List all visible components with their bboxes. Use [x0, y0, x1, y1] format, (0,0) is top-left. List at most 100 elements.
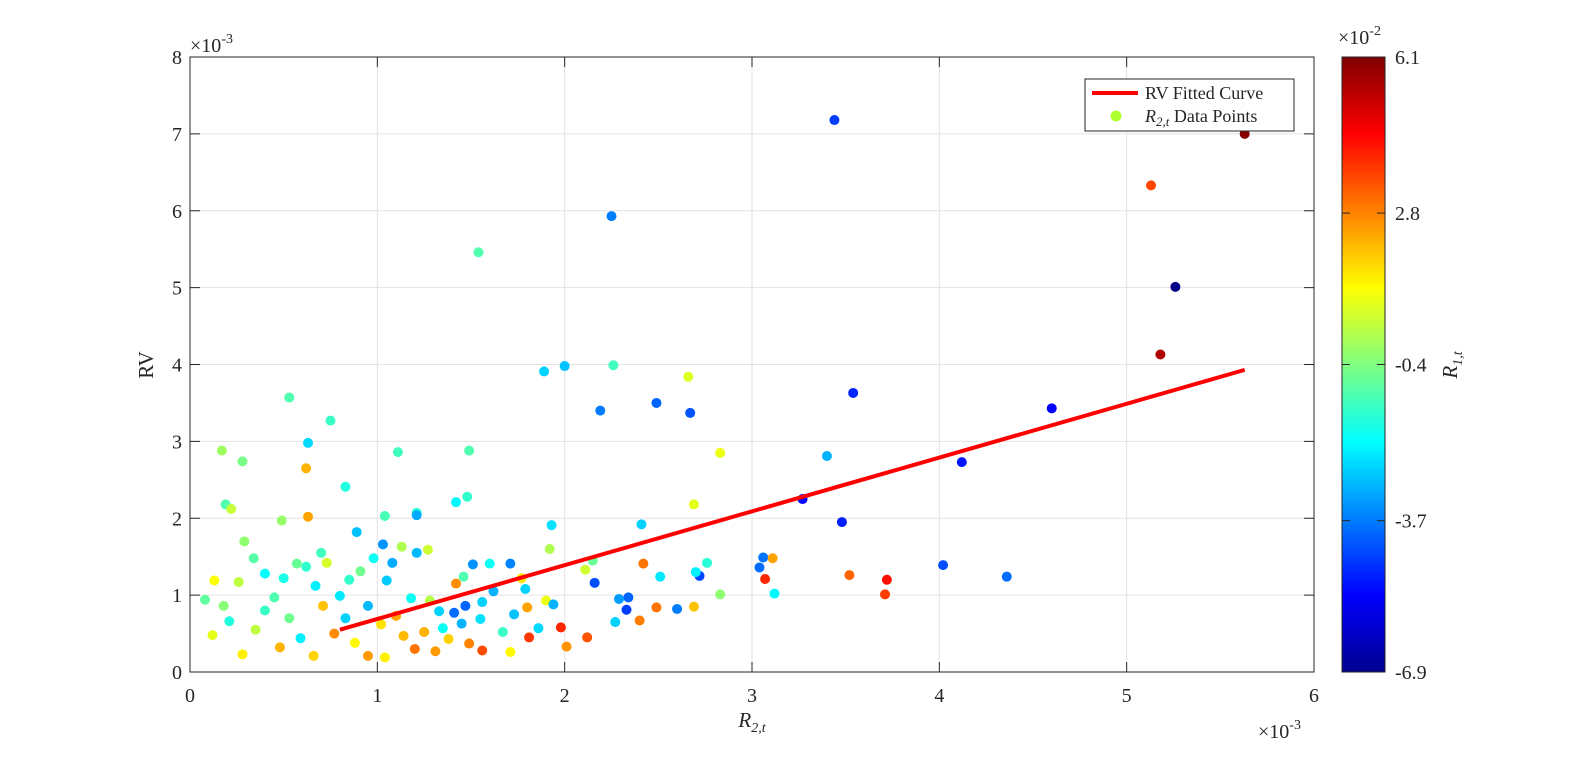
data-point [690, 567, 701, 578]
data-point [497, 627, 508, 638]
legend-line-label: RV Fitted Curve [1145, 83, 1263, 103]
data-point [334, 590, 345, 601]
data-point [610, 617, 621, 628]
data-point [488, 586, 499, 597]
data-point [844, 570, 855, 581]
data-point [278, 573, 289, 584]
data-point [580, 564, 591, 575]
data-point [458, 571, 469, 582]
colorbar-label: R1,t [1438, 350, 1466, 379]
data-point [216, 445, 227, 456]
data-point [274, 642, 285, 653]
data-point [411, 547, 422, 558]
data-point [672, 603, 683, 614]
y-tick-label: 4 [172, 355, 182, 377]
data-point [767, 553, 778, 564]
data-point [688, 499, 699, 510]
data-point [316, 547, 327, 558]
data-point [226, 504, 237, 515]
data-point [548, 599, 559, 610]
data-point [460, 600, 471, 611]
data-point [259, 605, 270, 616]
data-point [613, 593, 624, 604]
y-axis-label: RV [134, 351, 158, 379]
data-point [475, 613, 486, 624]
y-tick-labels: 0 1 2 3 4 5 6 7 8 [172, 47, 182, 684]
data-point [561, 641, 572, 652]
legend: RV Fitted Curve R2,t Data Points [1084, 78, 1295, 132]
y-tick-label: 8 [172, 47, 182, 69]
data-point [451, 578, 462, 589]
data-point [688, 601, 699, 612]
x-tick-label: 6 [1309, 685, 1319, 707]
data-point [467, 559, 478, 570]
data-point [379, 510, 390, 521]
legend-points-label: R2,t Data Points [1144, 106, 1257, 129]
data-point [621, 604, 632, 615]
data-point [340, 613, 351, 624]
fitted-curve-line [339, 367, 1246, 632]
data-point [392, 447, 403, 458]
colorbar-exponent-label: ×10-2 [1338, 24, 1381, 49]
data-point [437, 623, 448, 634]
data-point [349, 637, 360, 648]
data-point [422, 544, 433, 555]
data-point [754, 562, 765, 573]
data-point [1155, 349, 1166, 360]
colorbar-tick-labels: 6.1 2.8 -0.4 -3.7 -6.9 [1342, 47, 1427, 684]
data-point [209, 575, 220, 586]
data-point [623, 592, 634, 603]
data-point [259, 568, 270, 579]
x-tick-label: 0 [185, 685, 195, 707]
data-point [379, 652, 390, 663]
data-point [555, 622, 566, 633]
data-point [396, 541, 407, 552]
data-point [524, 632, 535, 643]
colorbar-tick-label: -6.9 [1395, 662, 1427, 684]
data-point [381, 575, 392, 586]
data-point [368, 553, 379, 564]
data-point [655, 571, 666, 582]
data-point [269, 592, 280, 603]
data-point [430, 646, 441, 657]
data-point [505, 647, 516, 658]
data-point [387, 557, 398, 568]
data-point [301, 561, 312, 572]
data-point [344, 574, 355, 585]
legend-point-swatch [1110, 110, 1122, 122]
data-point [638, 558, 649, 569]
data-point [325, 415, 336, 426]
data-point [376, 619, 387, 630]
colorbar-tick-label: -0.4 [1395, 355, 1427, 377]
x-exponent-label: ×10-3 [1258, 718, 1301, 743]
y-tick-label: 6 [172, 201, 182, 223]
y-tick-label: 3 [172, 431, 182, 453]
data-point [1001, 571, 1012, 582]
data-point [250, 624, 261, 635]
data-point [199, 594, 210, 605]
data-point [484, 558, 495, 569]
data-point [411, 510, 422, 521]
data-point [606, 211, 617, 222]
data-point [377, 539, 388, 550]
data-point [702, 557, 713, 568]
data-point [310, 580, 321, 591]
data-point [318, 600, 329, 611]
colorbar: 6.1 2.8 -0.4 -3.7 -6.9 ×10-2 R1,t [1338, 24, 1466, 684]
data-point [321, 557, 332, 568]
data-point [409, 643, 420, 654]
data-point [340, 481, 351, 492]
data-point [651, 602, 662, 613]
data-point [224, 616, 235, 627]
data-point [443, 633, 454, 644]
data-point [520, 583, 531, 594]
data-point [477, 597, 488, 608]
data-point [295, 633, 306, 644]
data-point [355, 566, 366, 577]
data-point [582, 632, 593, 643]
data-point [505, 558, 516, 569]
data-point [473, 247, 484, 258]
data-point [303, 437, 314, 448]
data-point [760, 573, 771, 584]
